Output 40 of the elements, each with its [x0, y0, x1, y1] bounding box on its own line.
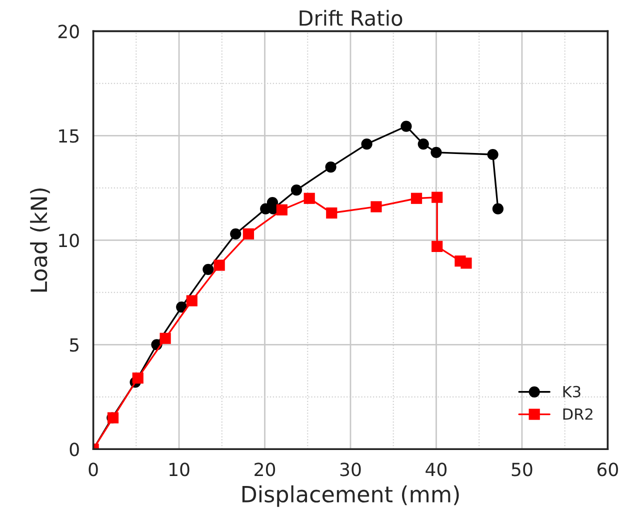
point — [290, 184, 302, 196]
legend-label: K3 — [563, 386, 580, 398]
legend-label: DR2 — [563, 408, 592, 420]
y-tick-label: 15 — [59, 129, 79, 143]
point — [326, 207, 338, 219]
x-axis-title: Displacement (mm) — [242, 485, 459, 507]
point — [325, 161, 336, 173]
point — [432, 192, 443, 203]
point — [400, 120, 412, 132]
point — [492, 203, 504, 214]
point — [430, 146, 442, 158]
y-tick-label: 5 — [70, 338, 79, 352]
point — [432, 240, 443, 252]
x-tick-label: 0 — [88, 462, 98, 476]
point — [230, 228, 242, 240]
point — [186, 295, 198, 306]
point — [132, 372, 144, 384]
point — [370, 201, 382, 212]
point — [214, 260, 225, 271]
x-tick-label: 60 — [597, 462, 618, 476]
point — [460, 258, 472, 269]
point — [418, 138, 429, 150]
x-tick-label: 10 — [170, 462, 190, 476]
point — [242, 228, 254, 240]
x-tick-label: 20 — [254, 462, 276, 476]
x-tick-label: 30 — [340, 462, 361, 476]
point — [361, 138, 372, 150]
y-tick-label: 20 — [58, 24, 79, 38]
point — [304, 192, 315, 204]
x-tick-label: 40 — [426, 462, 447, 476]
y-axis-title: Load (kN) — [30, 188, 50, 292]
point — [410, 192, 422, 204]
chart-title: Drift Ratio — [300, 10, 402, 26]
point — [487, 148, 498, 160]
y-tick-label: 10 — [59, 234, 79, 248]
point — [202, 264, 214, 275]
y-tick-label: 0 — [70, 442, 79, 456]
x-tick-label: 50 — [512, 462, 532, 476]
point — [160, 332, 171, 344]
point — [276, 204, 288, 216]
